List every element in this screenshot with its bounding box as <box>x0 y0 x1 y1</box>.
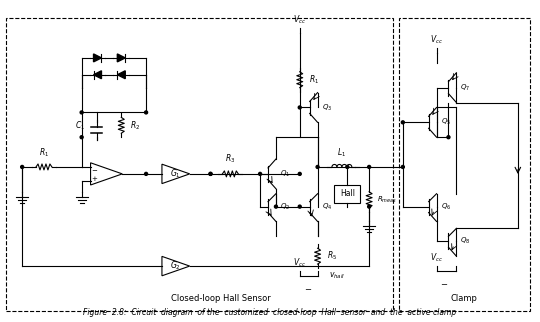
Polygon shape <box>93 54 102 62</box>
Text: $G_1$: $G_1$ <box>171 168 181 180</box>
Bar <box>399 18 530 311</box>
Circle shape <box>80 111 83 114</box>
Text: $V_{cc}$: $V_{cc}$ <box>293 14 306 26</box>
Text: $Q_6$: $Q_6$ <box>441 202 451 212</box>
Circle shape <box>209 172 212 175</box>
Circle shape <box>401 166 404 168</box>
Polygon shape <box>117 71 125 79</box>
Text: Hall: Hall <box>340 189 355 198</box>
Text: $V_{cc}$: $V_{cc}$ <box>430 251 443 264</box>
Circle shape <box>401 121 404 124</box>
Text: $-$: $-$ <box>303 283 312 292</box>
Text: $C_1$: $C_1$ <box>76 119 86 132</box>
Polygon shape <box>93 71 102 79</box>
Text: $R_5$: $R_5$ <box>327 250 337 262</box>
Circle shape <box>145 111 147 114</box>
Text: $V_{cc}$: $V_{cc}$ <box>430 33 443 46</box>
Circle shape <box>145 172 147 175</box>
Text: Clamp: Clamp <box>451 294 478 303</box>
Text: $Q_4$: $Q_4$ <box>321 202 332 212</box>
Text: $Q_7$: $Q_7$ <box>460 82 470 93</box>
Circle shape <box>80 136 83 139</box>
Text: $R_1$: $R_1$ <box>39 147 49 159</box>
Circle shape <box>209 172 212 175</box>
Text: $G_2$: $G_2$ <box>171 260 181 272</box>
Text: $Q_8$: $Q_8$ <box>460 236 471 246</box>
Circle shape <box>274 205 278 208</box>
Text: Figure  2.8:  Circuit  diagram  of the  customized  closed-loop  Hall  sensor  a: Figure 2.8: Circuit diagram of the custo… <box>83 308 457 317</box>
Text: $Q_1$: $Q_1$ <box>280 169 290 179</box>
Text: $V_{cc}$: $V_{cc}$ <box>293 257 306 269</box>
Circle shape <box>298 205 301 208</box>
Circle shape <box>368 205 370 208</box>
Text: $Q_2$: $Q_2$ <box>280 202 290 212</box>
Circle shape <box>298 106 301 109</box>
Circle shape <box>346 166 349 168</box>
Text: $R_1$: $R_1$ <box>309 73 319 86</box>
Text: $R_3$: $R_3$ <box>225 152 235 165</box>
Text: $-$: $-$ <box>91 166 98 172</box>
Polygon shape <box>117 54 125 62</box>
Text: Closed-loop Hall Sensor: Closed-loop Hall Sensor <box>171 294 271 303</box>
Bar <box>334 185 360 203</box>
Circle shape <box>368 166 370 168</box>
Text: $R_{meas}$: $R_{meas}$ <box>377 194 397 205</box>
Text: $-$: $-$ <box>441 278 449 287</box>
Text: $L_1$: $L_1$ <box>337 147 346 159</box>
Text: $Q_5$: $Q_5$ <box>441 117 451 128</box>
Text: $+$: $+$ <box>91 174 98 183</box>
Circle shape <box>447 136 450 139</box>
Circle shape <box>259 172 261 175</box>
Text: $v_{hall}$: $v_{hall}$ <box>329 271 346 281</box>
Bar <box>6 18 393 311</box>
Circle shape <box>21 166 24 168</box>
Circle shape <box>316 166 319 168</box>
Circle shape <box>298 172 301 175</box>
Text: $R_2$: $R_2$ <box>130 119 140 132</box>
Text: $Q_3$: $Q_3$ <box>321 102 332 113</box>
